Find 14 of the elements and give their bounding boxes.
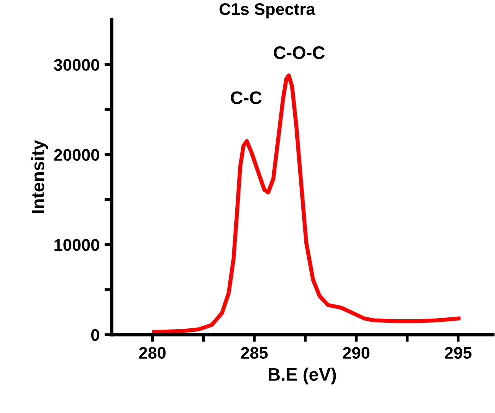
annotation: C-O-C xyxy=(274,46,325,60)
y-tick-label: 10000 xyxy=(54,239,100,252)
y-tick-label: 20000 xyxy=(54,149,100,162)
y-tick-label: 30000 xyxy=(54,59,100,72)
x-tick-label: 295 xyxy=(445,347,472,359)
y-axis-title: Intensity xyxy=(31,140,48,214)
line-series xyxy=(152,74,461,334)
chart-title: C1s Spectra xyxy=(220,3,316,19)
x-tick-label: 280 xyxy=(139,347,166,359)
y-tick-label: 0 xyxy=(91,329,100,342)
x-tick-label: 290 xyxy=(343,347,370,359)
annotation: C-C xyxy=(231,92,262,104)
x-axis-title: B.E (eV) xyxy=(269,368,336,385)
x-tick-label: 285 xyxy=(241,347,268,359)
